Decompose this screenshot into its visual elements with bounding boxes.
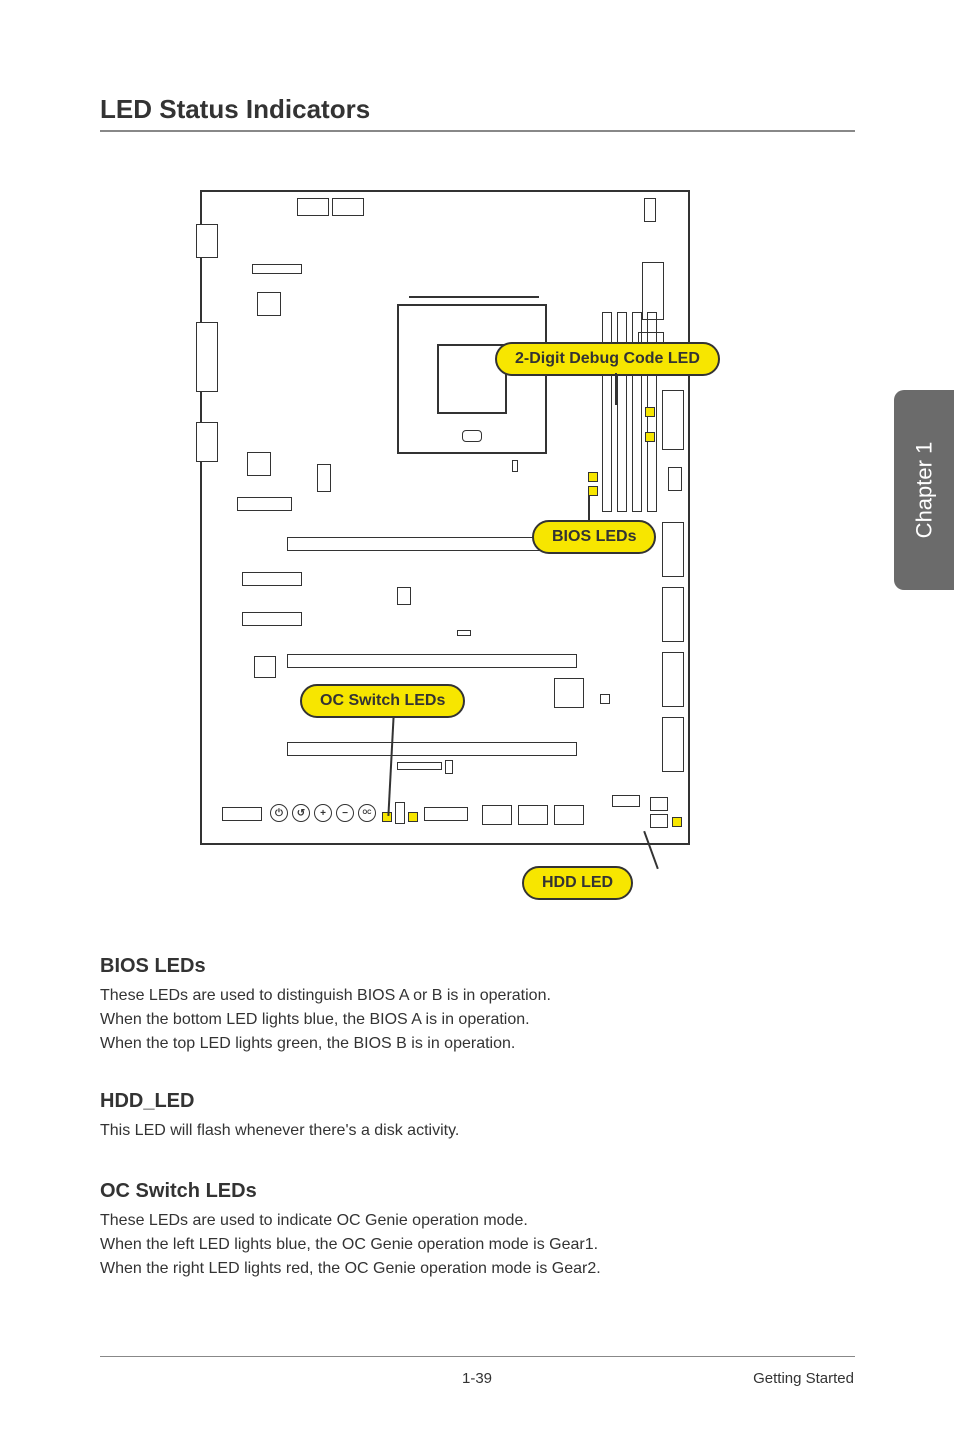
power-button-icon: ⏻: [270, 804, 288, 822]
pcie-slot: [287, 654, 577, 668]
small-block: [668, 467, 682, 491]
callout-line: [588, 495, 590, 521]
top-connector: [644, 198, 656, 222]
section-heading: OC Switch LEDs: [100, 1180, 855, 1203]
section-text: When the bottom LED lights blue, the BIO…: [100, 1008, 855, 1032]
io-block: [196, 322, 218, 392]
io-block: [196, 422, 218, 462]
chapter-side-tab-text: Chapter 1: [911, 442, 937, 539]
top-connector: [332, 198, 364, 216]
bottom-header: [554, 805, 584, 825]
page-title: LED Status Indicators: [100, 94, 370, 125]
section-text: These LEDs are used to distinguish BIOS …: [100, 984, 855, 1008]
sata-block: [662, 652, 684, 707]
bios-led: [588, 472, 598, 482]
section-hdd-led: HDD_LED This LED will flash whenever the…: [100, 1090, 855, 1143]
top-connector: [297, 198, 329, 216]
sata-block: [662, 587, 684, 642]
section-text: When the left LED lights blue, the OC Ge…: [100, 1233, 855, 1257]
pcie-slot: [287, 742, 577, 756]
footer-page-number: 1-39: [462, 1370, 492, 1387]
io-block: [317, 464, 331, 492]
bottom-header: [612, 795, 640, 807]
pcie-slot-short: [242, 572, 302, 586]
oc-switch-led: [408, 812, 418, 822]
section-text: This LED will flash whenever there's a d…: [100, 1119, 855, 1143]
hdd-led: [672, 817, 682, 827]
bottom-header: [222, 807, 262, 821]
section-heading: HDD_LED: [100, 1090, 855, 1113]
bottom-header: [650, 814, 668, 828]
callout-hdd-led: HDD LED: [522, 866, 633, 900]
sata-block: [662, 522, 684, 577]
oc-switch: [395, 802, 405, 824]
section-heading: BIOS LEDs: [100, 955, 855, 978]
small-block: [554, 678, 584, 708]
pcie-slot-short: [242, 612, 302, 626]
debug-led-indicator: [645, 407, 655, 417]
small-strip: [397, 762, 442, 770]
small-block: [445, 760, 453, 774]
bottom-header: [650, 797, 668, 811]
section-text: These LEDs are used to indicate OC Genie…: [100, 1209, 855, 1233]
bottom-header: [424, 807, 468, 821]
section-text: When the top LED lights green, the BIOS …: [100, 1032, 855, 1056]
io-small: [237, 497, 292, 511]
oc-genie-button-icon: OC: [358, 804, 376, 822]
section-bios-leds: BIOS LEDs These LEDs are used to disting…: [100, 955, 855, 1056]
debug-led-indicator: [645, 432, 655, 442]
callout-debug-code: 2-Digit Debug Code LED: [495, 342, 720, 376]
callout-oc-switch: OC Switch LEDs: [300, 684, 465, 718]
bottom-header: [518, 805, 548, 825]
small-block: [397, 587, 411, 605]
callout-line: [615, 373, 617, 405]
title-underline: [100, 130, 855, 132]
tiny-block: [600, 694, 610, 704]
callout-bios-leds: BIOS LEDs: [532, 520, 656, 554]
cpu-latch: [462, 430, 482, 442]
chapter-side-tab: Chapter 1: [894, 390, 954, 590]
minus-button-icon: −: [336, 804, 354, 822]
motherboard-diagram: ⏻ ↺ + − OC: [200, 190, 690, 845]
sata-block: [662, 717, 684, 772]
footer-divider: [100, 1356, 855, 1357]
section-oc-switch-leds: OC Switch LEDs These LEDs are used to in…: [100, 1180, 855, 1281]
bottom-header: [482, 805, 512, 825]
small-block: [254, 656, 276, 678]
footer-section-name: Getting Started: [753, 1370, 854, 1387]
io-block: [247, 452, 271, 476]
debug-led-block: [662, 390, 684, 450]
reset-button-icon: ↺: [292, 804, 310, 822]
plus-button-icon: +: [314, 804, 332, 822]
io-block: [257, 292, 281, 316]
io-small: [252, 264, 302, 274]
small-block: [512, 460, 518, 472]
io-block: [196, 224, 218, 258]
small-strip: [457, 630, 471, 636]
section-text: When the right LED lights red, the OC Ge…: [100, 1257, 855, 1281]
